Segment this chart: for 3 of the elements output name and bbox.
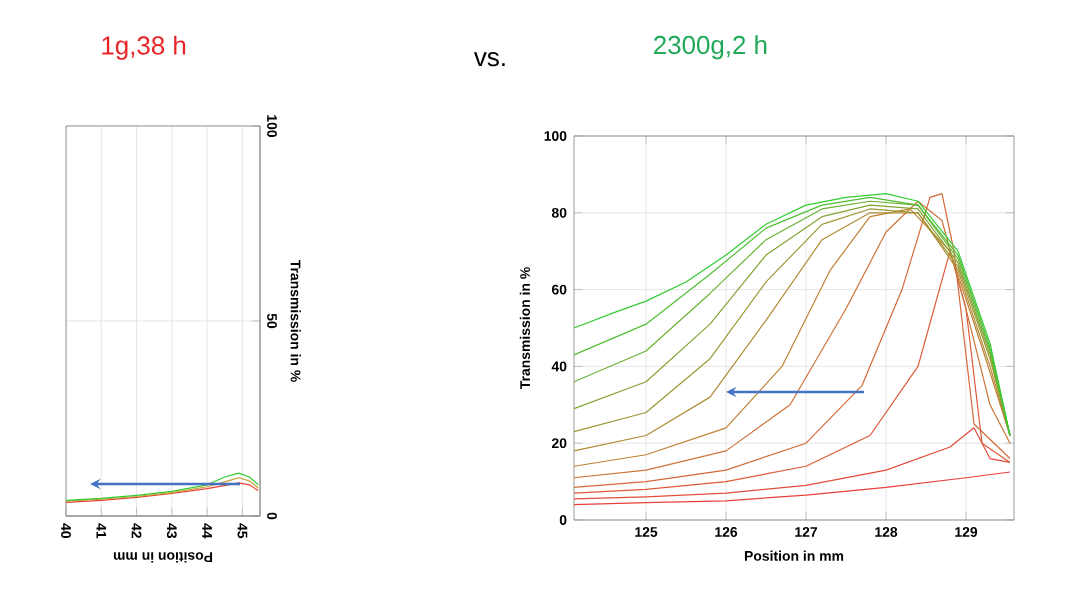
text: vs. — [473, 52, 505, 67]
chart-title: 1g,38 h — [102, 35, 186, 60]
chart-title: 2300g,2 h — [654, 35, 767, 60]
